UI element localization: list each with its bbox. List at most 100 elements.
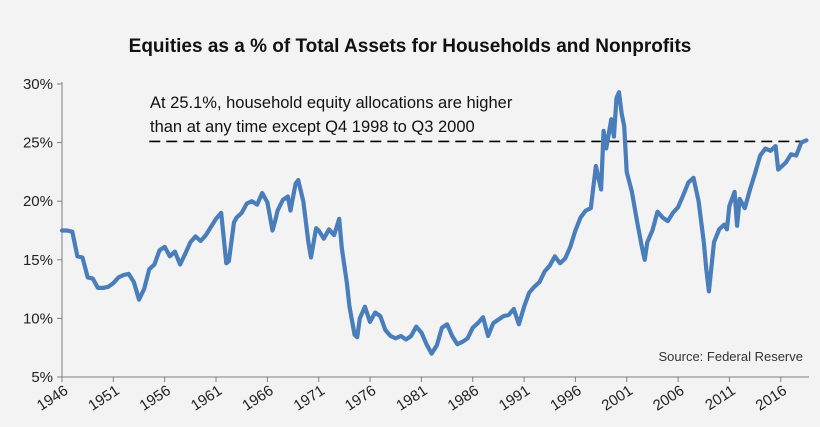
data-point [436, 344, 438, 346]
data-point [600, 188, 602, 191]
data-point [415, 326, 417, 328]
data-point [158, 249, 161, 251]
data-point [523, 306, 525, 308]
data-point [667, 220, 669, 222]
data-point [225, 262, 227, 264]
data-point [92, 278, 94, 280]
data-point [538, 281, 541, 283]
data-point [656, 211, 659, 213]
chart-title: Equities as a % of Total Assets for Hous… [128, 36, 692, 57]
data-point [369, 321, 371, 323]
data-point [800, 142, 802, 144]
x-tick-label: 1971 [291, 382, 328, 414]
data-point [677, 206, 679, 208]
x-tick-label: 1966 [239, 382, 276, 414]
data-point [585, 210, 587, 212]
data-point [692, 177, 695, 179]
data-point [233, 221, 235, 223]
annotation-text: than at any time except Q4 1998 to Q3 20… [150, 118, 475, 136]
data-point [744, 207, 746, 209]
data-point [644, 259, 646, 261]
data-point [595, 165, 597, 167]
data-point [179, 263, 181, 266]
data-point [148, 268, 150, 270]
data-point [194, 235, 197, 237]
data-point [662, 217, 664, 219]
x-tick-label: 1986 [445, 382, 482, 414]
data-point [228, 260, 230, 262]
data-point [610, 118, 612, 120]
data-point [295, 183, 297, 185]
y-tick-label: 25% [23, 135, 53, 152]
data-point [346, 282, 348, 284]
data-point [420, 331, 422, 334]
data-point [287, 195, 289, 198]
y-tick-label: 15% [23, 252, 53, 269]
data-point [682, 194, 684, 196]
data-point [636, 220, 638, 222]
data-point [590, 207, 592, 209]
data-point [282, 199, 284, 201]
data-point [61, 229, 63, 232]
data-point [492, 322, 494, 324]
source-note: Source: Federal Reserve [658, 349, 803, 364]
x-tick-label: 1956 [137, 382, 174, 414]
data-point [621, 112, 623, 114]
data-point [138, 299, 140, 301]
data-point [749, 188, 751, 191]
x-tick-label: 1961 [188, 382, 225, 414]
data-point [390, 335, 392, 337]
data-point [497, 319, 499, 321]
data-point [112, 282, 114, 284]
data-point [246, 202, 248, 205]
data-point [646, 241, 648, 243]
data-point [395, 337, 397, 339]
data-point [726, 228, 728, 230]
data-point [71, 231, 73, 233]
data-point [289, 210, 292, 212]
data-point [723, 224, 725, 226]
data-point [97, 287, 99, 289]
data-point [482, 316, 484, 318]
y-tick-label: 10% [23, 310, 53, 327]
data-point [718, 228, 720, 230]
series-group [59, 90, 809, 356]
data-point [754, 172, 756, 174]
data-point [544, 270, 546, 273]
data-point [400, 335, 402, 337]
data-point [687, 181, 690, 183]
data-point [533, 286, 535, 288]
x-tick-label: 2001 [599, 382, 636, 414]
data-point [613, 136, 615, 138]
data-point [117, 276, 120, 278]
data-point [456, 343, 458, 345]
data-point [164, 246, 166, 248]
data-point [251, 200, 253, 202]
data-point [261, 192, 263, 194]
data-point [672, 212, 674, 214]
data-point [708, 290, 710, 292]
data-point [451, 335, 453, 337]
data-point [76, 255, 78, 257]
data-point [236, 217, 238, 219]
data-point [605, 147, 607, 150]
data-point [189, 241, 191, 243]
data-point [559, 262, 561, 264]
data-point [220, 212, 222, 214]
data-point [354, 334, 356, 336]
data-point [297, 179, 299, 181]
data-point [374, 311, 376, 314]
data-point [472, 327, 474, 329]
data-point [169, 255, 171, 257]
x-tick-label: 1946 [34, 382, 71, 414]
data-point [651, 229, 654, 232]
data-point [631, 191, 633, 193]
data-point [200, 240, 202, 242]
data-point [102, 287, 104, 289]
data-point [333, 234, 335, 236]
data-point [579, 217, 582, 219]
y-tick-label: 30% [23, 76, 53, 93]
data-point [348, 306, 351, 308]
data-point [266, 201, 268, 203]
x-tick-label: 2006 [650, 382, 687, 414]
